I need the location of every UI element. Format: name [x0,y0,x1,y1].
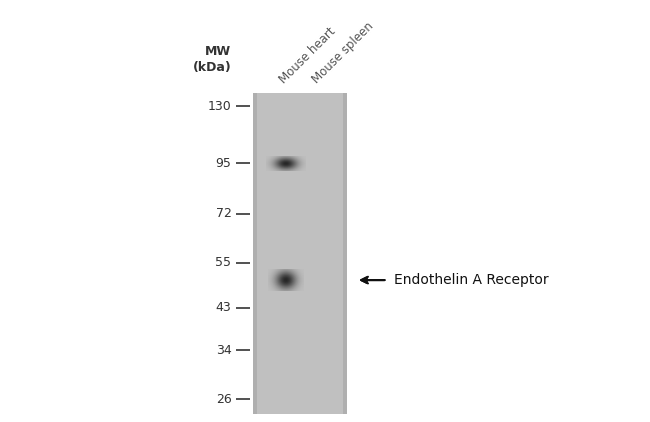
Text: Mouse spleen: Mouse spleen [309,20,376,87]
Text: 43: 43 [216,301,231,314]
Text: 34: 34 [216,344,231,357]
Text: 26: 26 [216,392,231,406]
Text: Endothelin A Receptor: Endothelin A Receptor [394,273,548,287]
Text: 130: 130 [207,100,231,113]
Text: Mouse heart: Mouse heart [277,25,338,87]
Text: 95: 95 [216,157,231,170]
Bar [254,93,257,414]
Text: 72: 72 [216,207,231,220]
Text: 55: 55 [215,256,231,269]
Text: MW
(kDa): MW (kDa) [192,45,231,74]
Bar [254,93,347,414]
Bar [343,93,347,414]
